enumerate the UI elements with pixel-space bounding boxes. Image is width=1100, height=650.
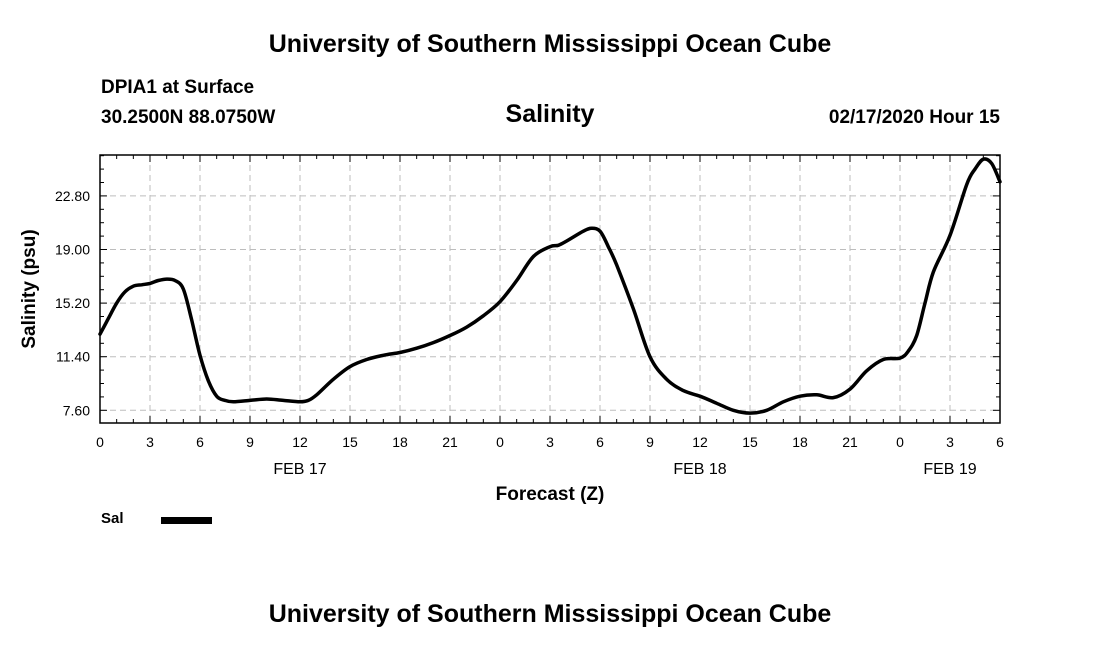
coordinates-label: 30.2500N 88.0750W xyxy=(101,107,276,128)
x-axis-label: Forecast (Z) xyxy=(496,484,605,505)
footer-title: University of Southern Mississippi Ocean… xyxy=(268,600,832,628)
legend-label: Sal xyxy=(101,510,124,527)
x-tick-label: 21 xyxy=(842,434,858,450)
x-tick-label: 18 xyxy=(792,434,808,450)
x-tick-label: 3 xyxy=(946,434,954,450)
date-label: FEB 18 xyxy=(673,461,726,478)
x-tick-label: 3 xyxy=(146,434,154,450)
date-label: FEB 19 xyxy=(923,461,976,478)
date-label: FEB 17 xyxy=(273,461,326,478)
x-tick-label: 9 xyxy=(246,434,254,450)
x-tick-label: 15 xyxy=(342,434,358,450)
y-tick-label: 19.00 xyxy=(55,242,90,258)
y-axis-label: Salinity (psu) xyxy=(19,229,40,348)
x-tick-label: 12 xyxy=(692,434,708,450)
x-tick-label: 0 xyxy=(896,434,904,450)
x-tick-label: 0 xyxy=(496,434,504,450)
x-tick-label: 6 xyxy=(196,434,204,450)
chart-title: Salinity xyxy=(505,100,595,128)
x-tick-label: 9 xyxy=(646,434,654,450)
y-tick-label: 22.80 xyxy=(55,188,90,204)
page-title: University of Southern Mississippi Ocean… xyxy=(268,30,832,58)
x-tick-label: 0 xyxy=(96,434,104,450)
x-tick-label: 12 xyxy=(292,434,308,450)
series-line-sal xyxy=(98,157,1002,415)
x-tick-label: 21 xyxy=(442,434,458,450)
x-tick-label: 6 xyxy=(596,434,604,450)
datetime-label: 02/17/2020 Hour 15 xyxy=(828,107,1000,128)
x-tick-label: 15 xyxy=(742,434,758,450)
y-tick-label: 7.60 xyxy=(63,402,90,418)
station-label: DPIA1 at Surface xyxy=(101,77,255,98)
y-tick-label: 11.40 xyxy=(56,349,90,365)
x-tick-label: 6 xyxy=(996,434,1004,450)
y-tick-label: 15.20 xyxy=(55,295,90,311)
x-tick-label: 3 xyxy=(546,434,554,450)
legend-swatch xyxy=(161,517,212,524)
x-tick-label: 18 xyxy=(392,434,408,450)
